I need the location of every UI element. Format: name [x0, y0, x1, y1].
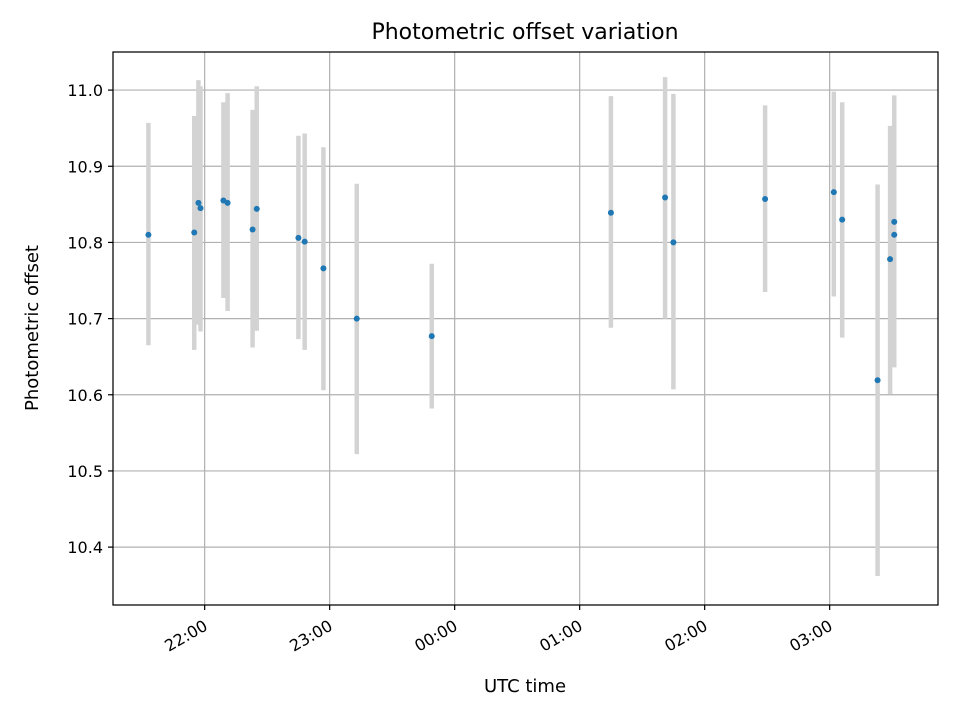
data-point [301, 238, 308, 245]
data-point [249, 226, 256, 233]
y-axis-ticks: 10.4 10.5 10.6 10.7 10.8 10.9 11.0 [67, 81, 113, 557]
x-axis-label: UTC time [484, 676, 566, 697]
y-tick-label: 10.5 [67, 462, 103, 481]
data-point [874, 377, 881, 384]
data-points [145, 189, 898, 384]
data-point [191, 229, 198, 236]
data-point [891, 231, 898, 238]
data-point [839, 216, 846, 223]
y-tick-label: 10.8 [67, 233, 103, 252]
y-tick-label: 11.0 [67, 81, 103, 100]
data-point [195, 199, 202, 206]
data-point [762, 196, 769, 203]
data-point [320, 265, 327, 272]
data-point [830, 189, 837, 196]
data-point [670, 239, 677, 246]
data-point [145, 231, 152, 238]
data-point [295, 234, 302, 241]
chart-title: Photometric offset variation [371, 20, 678, 45]
data-point [891, 218, 898, 225]
data-point [662, 194, 669, 201]
data-point [197, 205, 204, 212]
plot-frame [112, 51, 939, 606]
data-point [224, 199, 231, 206]
y-tick-label: 10.6 [67, 386, 103, 405]
y-tick-label: 10.7 [67, 310, 103, 329]
data-point [428, 333, 435, 340]
data-point [353, 315, 360, 322]
y-axis-label: Photometric offset [22, 245, 43, 411]
y-tick-label: 10.4 [67, 538, 103, 557]
data-point [607, 209, 614, 216]
data-point [253, 205, 260, 212]
y-tick-label: 10.9 [67, 157, 103, 176]
data-point [887, 256, 894, 263]
